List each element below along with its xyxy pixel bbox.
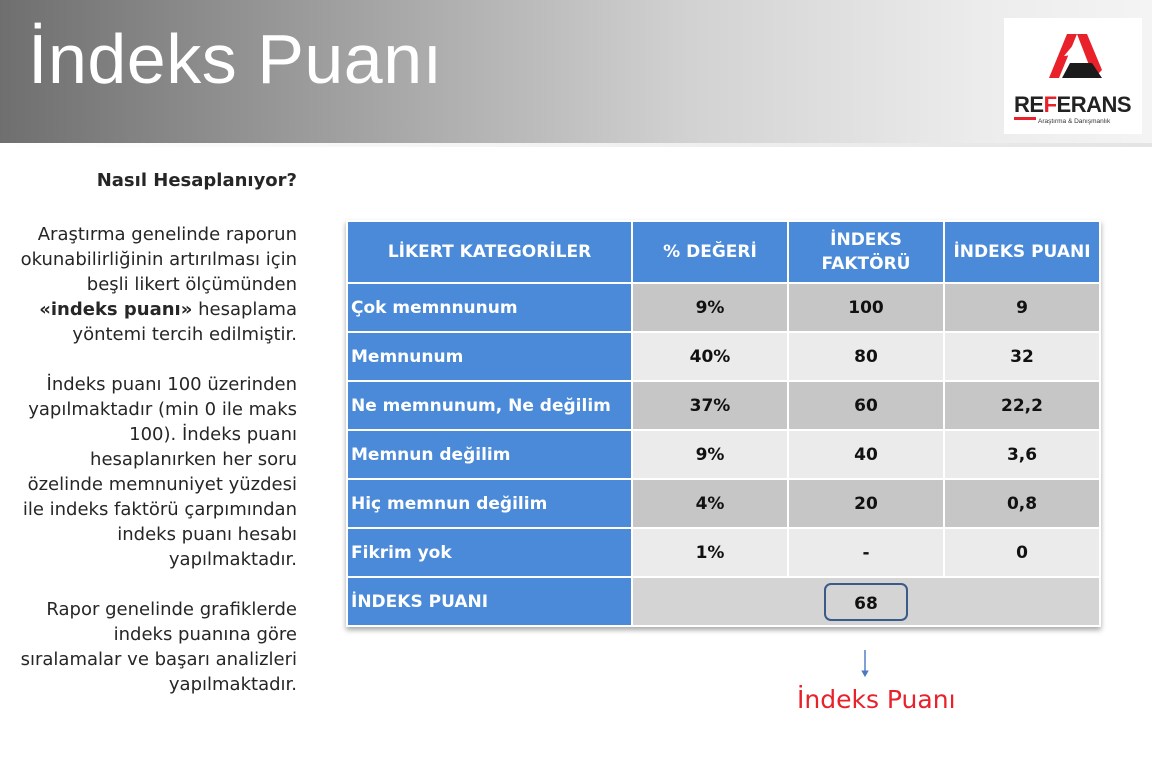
row-factor: - bbox=[787, 527, 945, 578]
row-percent: 40% bbox=[631, 331, 789, 382]
table-row: Ne memnunum, Ne değilim 37% 60 22,2 bbox=[346, 380, 1101, 431]
row-percent: 9% bbox=[631, 282, 789, 333]
total-value-cell: 68 bbox=[631, 576, 1101, 627]
table-row: Memnunum 40% 80 32 bbox=[346, 331, 1101, 382]
row-category: Hiç memnun değilim bbox=[346, 478, 633, 529]
page-title: İndeks Puanı bbox=[28, 20, 443, 98]
explanation-column: Nasıl Hesaplanıyor? Araştırma genelinde … bbox=[20, 168, 297, 722]
header-index-score: İNDEKS PUANI bbox=[943, 220, 1101, 284]
row-category: Çok memnnunum bbox=[346, 282, 633, 333]
row-category: Memnunum bbox=[346, 331, 633, 382]
row-factor: 60 bbox=[787, 380, 945, 431]
row-factor: 20 bbox=[787, 478, 945, 529]
row-score: 9 bbox=[943, 282, 1101, 333]
row-category: Fikrim yok bbox=[346, 527, 633, 578]
logo-tagline: Araştırma & Danışmanlık bbox=[1038, 118, 1111, 125]
table-row: Hiç memnun değilim 4% 20 0,8 bbox=[346, 478, 1101, 529]
header-index-factor: İNDEKS FAKTÖRÜ bbox=[787, 220, 945, 284]
header-likert-categories: LİKERT KATEGORİLER bbox=[346, 220, 633, 284]
header-percent-value: % DEĞERİ bbox=[631, 220, 789, 284]
row-factor: 40 bbox=[787, 429, 945, 480]
table-header-row: LİKERT KATEGORİLER % DEĞERİ İNDEKS FAKTÖ… bbox=[346, 220, 1101, 284]
row-percent: 1% bbox=[631, 527, 789, 578]
row-category: Memnun değilim bbox=[346, 429, 633, 480]
row-score: 3,6 bbox=[943, 429, 1101, 480]
total-label: İNDEKS PUANI bbox=[346, 576, 633, 627]
row-factor: 80 bbox=[787, 331, 945, 382]
company-logo: REFERANS Araştırma & Danışmanlık bbox=[1004, 18, 1142, 134]
explanation-paragraph-1: Araştırma genelinde raporun okunabilirli… bbox=[20, 224, 297, 345]
row-percent: 4% bbox=[631, 478, 789, 529]
table-row: Fikrim yok 1% - 0 bbox=[346, 527, 1101, 578]
row-category: Ne memnunum, Ne değilim bbox=[346, 380, 633, 431]
row-percent: 9% bbox=[631, 429, 789, 480]
total-score-box: 68 bbox=[824, 582, 908, 621]
logo-underline bbox=[1014, 117, 1036, 120]
row-score: 0,8 bbox=[943, 478, 1101, 529]
explanation-paragraph-3: Rapor genelinde grafiklerde indeks puanı… bbox=[20, 599, 297, 695]
explanation-paragraph-2: İndeks puanı 100 üzerinden yapılmaktadır… bbox=[22, 374, 297, 570]
explanation-heading: Nasıl Hesaplanıyor? bbox=[96, 170, 297, 191]
result-label: İndeks Puanı bbox=[797, 685, 956, 714]
header-band: İndeks Puanı bbox=[0, 0, 1152, 143]
arrow-down-icon bbox=[861, 650, 869, 678]
header-divider bbox=[0, 143, 1152, 147]
table-total-row: İNDEKS PUANI 68 bbox=[346, 576, 1101, 627]
table-row: Memnun değilim 9% 40 3,6 bbox=[346, 429, 1101, 480]
logo-mark-icon bbox=[1049, 34, 1102, 78]
likert-index-table: LİKERT KATEGORİLER % DEĞERİ İNDEKS FAKTÖ… bbox=[346, 220, 1101, 627]
row-score: 32 bbox=[943, 331, 1101, 382]
logo-wordmark: REFERANS bbox=[1014, 92, 1132, 117]
table-row: Çok memnnunum 9% 100 9 bbox=[346, 282, 1101, 333]
row-score: 0 bbox=[943, 527, 1101, 578]
row-percent: 37% bbox=[631, 380, 789, 431]
row-factor: 100 bbox=[787, 282, 945, 333]
row-score: 22,2 bbox=[943, 380, 1101, 431]
